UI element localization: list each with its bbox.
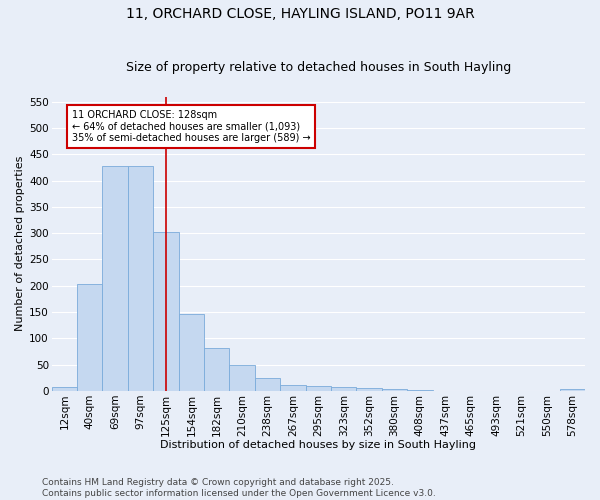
Bar: [204, 348, 229, 391]
Bar: [179, 314, 204, 391]
Text: Contains HM Land Registry data © Crown copyright and database right 2025.
Contai: Contains HM Land Registry data © Crown c…: [42, 478, 436, 498]
Title: Size of property relative to detached houses in South Hayling: Size of property relative to detached ho…: [126, 62, 511, 74]
Bar: [305, 386, 331, 391]
Bar: [77, 284, 103, 391]
Text: 11 ORCHARD CLOSE: 128sqm
← 64% of detached houses are smaller (1,093)
35% of sem: 11 ORCHARD CLOSE: 128sqm ← 64% of detach…: [72, 110, 311, 143]
Bar: [382, 390, 407, 391]
Bar: [153, 232, 179, 391]
Bar: [356, 388, 382, 391]
Y-axis label: Number of detached properties: Number of detached properties: [15, 156, 25, 332]
Bar: [331, 386, 356, 391]
Bar: [229, 364, 255, 391]
Bar: [128, 166, 153, 391]
Text: 11, ORCHARD CLOSE, HAYLING ISLAND, PO11 9AR: 11, ORCHARD CLOSE, HAYLING ISLAND, PO11 …: [125, 8, 475, 22]
Bar: [255, 378, 280, 391]
X-axis label: Distribution of detached houses by size in South Hayling: Distribution of detached houses by size …: [160, 440, 476, 450]
Bar: [103, 166, 128, 391]
Bar: [52, 386, 77, 391]
Bar: [560, 390, 585, 391]
Bar: [407, 390, 433, 391]
Bar: [280, 384, 305, 391]
